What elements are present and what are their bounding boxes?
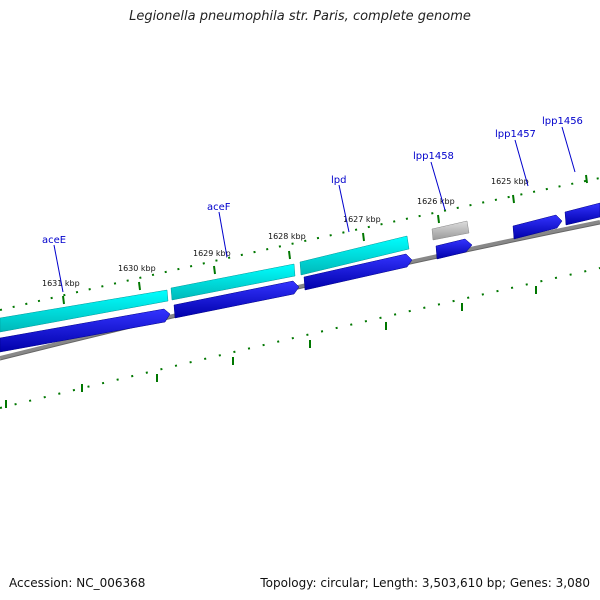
cyan-cds-track: [0, 220, 470, 333]
gene-aceF-feature[interactable]: [170, 263, 296, 301]
tick-label-1625: 1625 kbp: [491, 177, 529, 186]
cds-blue-1[interactable]: [0, 308, 171, 353]
gene-lpd-feature[interactable]: [299, 235, 410, 276]
map-title: Legionella pneumophila str. Paris, compl…: [129, 9, 471, 24]
cds-blue-5[interactable]: [512, 214, 563, 240]
gene-label-lpp1457[interactable]: lpp1457: [495, 129, 536, 140]
blue-cds-track: [0, 202, 600, 353]
gene-label-lpp1456[interactable]: lpp1456: [542, 116, 583, 127]
tick-label-1626: 1626 kbp: [417, 197, 455, 206]
tick-label-1628: 1628 kbp: [268, 232, 306, 241]
tick-label-1630: 1630 kbp: [118, 264, 156, 273]
accession-text: Accession: NC_006368: [9, 576, 146, 590]
gene-label-lpp1458[interactable]: lpp1458: [413, 151, 454, 162]
topology-text: Topology: circular; Length: 3,503,610 bp…: [260, 576, 590, 590]
genome-backbone-shadow: [0, 223, 600, 361]
tick-label-1629: 1629 kbp: [193, 249, 231, 258]
major-ticks: [62, 174, 588, 305]
gene-label-aceF[interactable]: aceF: [207, 202, 231, 213]
gene-lpp1458-feature[interactable]: [431, 220, 470, 241]
gene-leaders: [53, 126, 576, 293]
inner-major-ticks: [5, 286, 537, 408]
cds-blue-2[interactable]: [173, 280, 300, 319]
gene-label-lpd[interactable]: lpd: [331, 175, 346, 186]
cds-blue-6[interactable]: [564, 202, 600, 226]
cds-blue-4[interactable]: [435, 238, 473, 260]
cds-blue-3[interactable]: [303, 253, 413, 291]
gene-label-aceE[interactable]: aceE: [42, 235, 66, 246]
gene-aceE-feature[interactable]: [0, 289, 169, 333]
genome-backbone: [0, 220, 600, 360]
tick-label-1627: 1627 kbp: [343, 215, 381, 224]
outer-tick-ruler: [0, 177, 600, 311]
tick-label-1631: 1631 kbp: [42, 279, 80, 288]
